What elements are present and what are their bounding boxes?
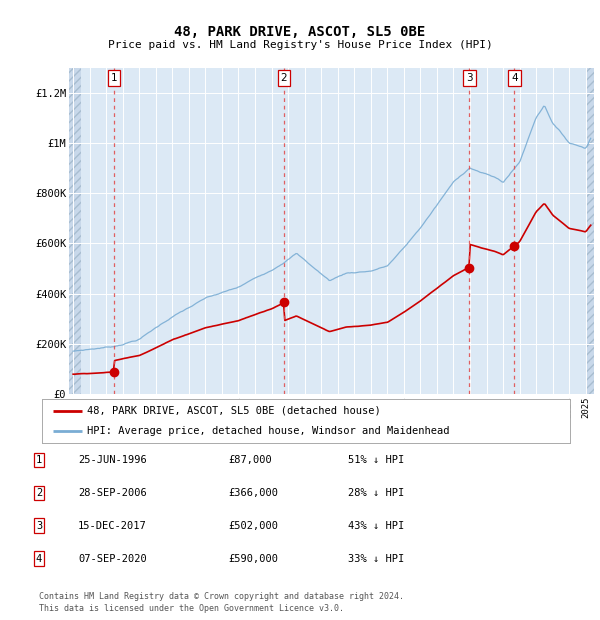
Text: 3: 3 bbox=[466, 73, 473, 83]
Text: £366,000: £366,000 bbox=[228, 488, 278, 498]
Text: HPI: Average price, detached house, Windsor and Maidenhead: HPI: Average price, detached house, Wind… bbox=[87, 426, 449, 436]
Text: 28-SEP-2006: 28-SEP-2006 bbox=[78, 488, 147, 498]
Bar bbox=[69, 68, 82, 394]
Text: 1: 1 bbox=[111, 73, 118, 83]
Text: Contains HM Land Registry data © Crown copyright and database right 2024.
This d: Contains HM Land Registry data © Crown c… bbox=[39, 591, 404, 613]
Text: £502,000: £502,000 bbox=[228, 521, 278, 531]
Text: 43% ↓ HPI: 43% ↓ HPI bbox=[348, 521, 404, 531]
Text: 25-JUN-1996: 25-JUN-1996 bbox=[78, 455, 147, 465]
Text: 2: 2 bbox=[36, 488, 42, 498]
Bar bbox=[586, 68, 594, 394]
Text: 2: 2 bbox=[280, 73, 287, 83]
Text: £87,000: £87,000 bbox=[228, 455, 272, 465]
Text: £590,000: £590,000 bbox=[228, 554, 278, 564]
Text: 28% ↓ HPI: 28% ↓ HPI bbox=[348, 488, 404, 498]
Text: 48, PARK DRIVE, ASCOT, SL5 0BE: 48, PARK DRIVE, ASCOT, SL5 0BE bbox=[175, 25, 425, 39]
Text: 1: 1 bbox=[36, 455, 42, 465]
Text: 15-DEC-2017: 15-DEC-2017 bbox=[78, 521, 147, 531]
Text: 51% ↓ HPI: 51% ↓ HPI bbox=[348, 455, 404, 465]
Text: 33% ↓ HPI: 33% ↓ HPI bbox=[348, 554, 404, 564]
Text: 07-SEP-2020: 07-SEP-2020 bbox=[78, 554, 147, 564]
Text: 48, PARK DRIVE, ASCOT, SL5 0BE (detached house): 48, PARK DRIVE, ASCOT, SL5 0BE (detached… bbox=[87, 405, 380, 416]
Text: 4: 4 bbox=[36, 554, 42, 564]
Text: 3: 3 bbox=[36, 521, 42, 531]
Text: 4: 4 bbox=[511, 73, 518, 83]
Text: Price paid vs. HM Land Registry's House Price Index (HPI): Price paid vs. HM Land Registry's House … bbox=[107, 40, 493, 50]
